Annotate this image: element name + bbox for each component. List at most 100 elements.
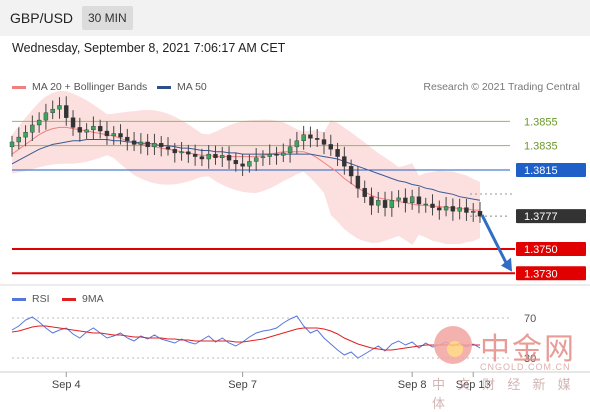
candle — [443, 196, 449, 217]
candle-body — [430, 203, 435, 208]
rsi-line — [11, 315, 481, 359]
candle-body — [355, 175, 361, 189]
timeframe-button[interactable]: 30 MIN — [82, 6, 133, 30]
candle — [240, 154, 245, 176]
candle-body — [145, 141, 150, 148]
rsi-swatch — [12, 297, 26, 301]
candle-body — [274, 153, 279, 156]
rsi-level-label-1: 30 — [524, 353, 536, 365]
candle-body — [9, 141, 15, 148]
rsi-label: RSI — [32, 293, 50, 305]
ma9-swatch — [62, 297, 76, 301]
x-tick-label-2: Sep 8 — [398, 379, 427, 391]
candle — [43, 103, 49, 130]
candle-body — [43, 112, 49, 121]
candle — [477, 202, 483, 223]
x-tick-label-1: Sep 7 — [228, 379, 257, 391]
candle-body — [213, 153, 218, 158]
toolbar: GBP/USD 30 MIN — [0, 0, 590, 36]
candle-body — [315, 138, 320, 140]
candle-body — [118, 133, 123, 138]
candle-body — [281, 152, 286, 156]
candle — [131, 132, 137, 152]
candle — [382, 191, 388, 217]
candle — [138, 133, 144, 154]
candle — [321, 132, 327, 155]
research-credit: Research © 2021 Trading Central — [423, 81, 580, 93]
price-chart[interactable]: 1.3855 1.3835 1.3815 1.3777 1.3750 1.3730 70 30… — [0, 0, 590, 400]
watermark-logo-icon — [434, 326, 472, 364]
candle-body — [464, 207, 469, 213]
candle-body — [253, 157, 259, 162]
candle — [84, 123, 89, 139]
ma9-label: 9MA — [82, 293, 104, 305]
candle — [260, 150, 266, 166]
rsi-ma9-line — [11, 325, 480, 351]
candle-body — [437, 207, 442, 211]
candle-body — [348, 166, 354, 177]
candle — [450, 198, 456, 221]
candle-body — [450, 206, 456, 212]
candle-body — [409, 196, 415, 203]
candle-body — [165, 146, 171, 150]
candle — [437, 200, 442, 220]
candle — [226, 146, 232, 169]
candle-body — [328, 144, 333, 150]
level-label-4: 1.3750 — [524, 244, 558, 256]
candle-body — [416, 196, 422, 205]
candle — [403, 188, 408, 213]
candle-body — [382, 200, 388, 208]
candle — [16, 127, 21, 150]
candle-body — [125, 136, 130, 141]
candle-body — [240, 163, 245, 167]
candle-body — [477, 211, 483, 217]
candle-body — [301, 134, 306, 141]
legend-ma50: MA 50 — [157, 81, 207, 93]
candle-body — [30, 124, 35, 133]
candle — [274, 146, 279, 165]
candle — [152, 133, 157, 155]
candle — [145, 133, 150, 156]
candle — [396, 190, 401, 208]
ma50-swatch — [157, 85, 171, 89]
level-label-5: 1.3730 — [524, 268, 558, 280]
ma20-swatch — [12, 85, 26, 89]
level-tag-5 — [516, 266, 586, 281]
candle — [267, 144, 272, 166]
candle — [50, 100, 55, 120]
candle-body — [403, 197, 408, 203]
candle-body — [321, 139, 327, 145]
level-tag-3 — [516, 209, 586, 224]
candle-body — [457, 207, 462, 212]
candle — [125, 128, 130, 151]
candle — [77, 117, 83, 142]
candle — [376, 191, 381, 213]
bollinger-band — [12, 90, 480, 245]
candle — [471, 203, 476, 222]
candle-body — [50, 108, 55, 114]
candle-body — [369, 196, 374, 206]
legend-ma9: 9MA — [62, 293, 104, 305]
candle — [97, 119, 103, 139]
candle — [348, 159, 354, 185]
candle-body — [206, 153, 211, 160]
candle-body — [260, 156, 266, 158]
level-label-1: 1.3835 — [524, 141, 558, 153]
candle-body — [172, 149, 177, 154]
candle — [342, 146, 347, 175]
candle — [409, 189, 415, 210]
symbol-label[interactable]: GBP/USD — [10, 10, 74, 26]
level-tag-4 — [516, 241, 586, 256]
candle — [179, 141, 184, 161]
candle — [253, 148, 259, 171]
candle-body — [294, 140, 300, 148]
watermark-brand: 中金网 — [480, 332, 576, 367]
candle-body — [23, 132, 28, 138]
candle — [192, 144, 198, 166]
candle-body — [84, 129, 89, 133]
candle — [36, 112, 42, 133]
legend-ma20: MA 20 + Bollinger Bands — [12, 81, 147, 93]
candle-body — [179, 151, 184, 154]
level-tag-2 — [516, 162, 586, 177]
candle-body — [131, 140, 137, 145]
